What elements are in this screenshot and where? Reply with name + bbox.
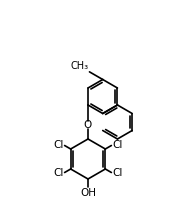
Text: Cl: Cl bbox=[112, 168, 123, 178]
Text: Cl: Cl bbox=[53, 140, 64, 151]
Text: CH₃: CH₃ bbox=[70, 61, 89, 71]
Text: Cl: Cl bbox=[53, 168, 64, 178]
Text: Cl: Cl bbox=[112, 140, 123, 151]
Text: OH: OH bbox=[80, 188, 96, 198]
Text: O: O bbox=[84, 120, 92, 130]
